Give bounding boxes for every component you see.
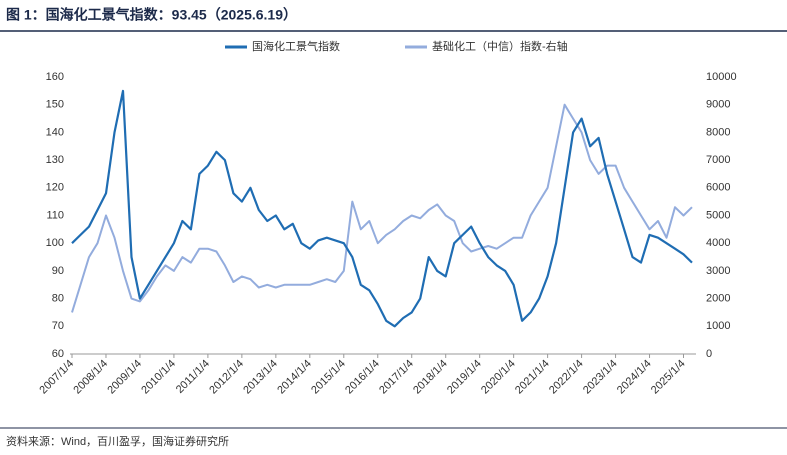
x-tick-label: 2025/1/4 [649,358,688,397]
y2-tick-label: 6000 [706,182,730,194]
y2-tick-label: 2000 [706,293,730,305]
x-tick-label: 2021/1/4 [513,358,552,397]
x-tick-label: 2024/1/4 [615,358,654,397]
y-tick-label: 100 [46,237,64,249]
x-tick-label: 2008/1/4 [71,358,110,397]
x-tick-label: 2009/1/4 [105,358,144,397]
x-tick-label: 2011/1/4 [174,358,212,396]
y-tick-label: 160 [46,71,64,83]
x-tick-label: 2015/1/4 [309,358,348,397]
chart-title: 图 1：国海化工景气指数：93.45（2025.6.19） [6,7,297,23]
y2-tick-label: 8000 [706,126,730,138]
y-tick-label: 110 [46,209,64,221]
x-tick-label: 2019/1/4 [445,358,484,397]
y-tick-label: 70 [52,320,64,332]
y2-tick-label: 9000 [706,99,730,111]
x-tick-label: 2016/1/4 [343,358,382,397]
x-tick-label: 2013/1/4 [241,358,280,397]
y2-tick-label: 3000 [706,265,730,277]
y2-tick-label: 0 [706,348,712,360]
y2-tick-label: 5000 [706,209,730,221]
y2-tick-label: 7000 [706,154,730,166]
x-tick-label: 2010/1/4 [139,358,178,397]
x-tick-label: 2018/1/4 [411,358,450,397]
y-tick-label: 140 [46,126,64,138]
y-tick-label: 150 [46,99,64,111]
y2-tick-label: 1000 [706,320,730,332]
x-tick-label: 2012/1/4 [207,358,246,397]
series-line [71,103,693,313]
y-tick-label: 80 [52,293,64,305]
x-tick-label: 2022/1/4 [547,358,586,397]
y-tick-label: 130 [46,154,64,166]
y2-tick-label: 4000 [706,237,730,249]
series-line [71,89,693,328]
y-tick-label: 90 [52,265,64,277]
legend-label: 国海化工景气指数 [252,39,340,53]
x-tick-label: 2007/1/4 [37,358,76,397]
x-tick-label: 2017/1/4 [377,358,416,397]
x-tick-label: 2020/1/4 [479,358,518,397]
legend-label: 基础化工（中信）指数-右轴 [432,39,568,53]
x-tick-label: 2014/1/4 [275,358,314,397]
y-tick-label: 60 [52,348,64,360]
source-note: 资料来源：Wind，百川盈孚，国海证券研究所 [6,434,229,448]
x-tick-label: 2023/1/4 [581,358,620,397]
y2-tick-label: 10000 [706,71,737,83]
y-tick-label: 120 [46,182,64,194]
